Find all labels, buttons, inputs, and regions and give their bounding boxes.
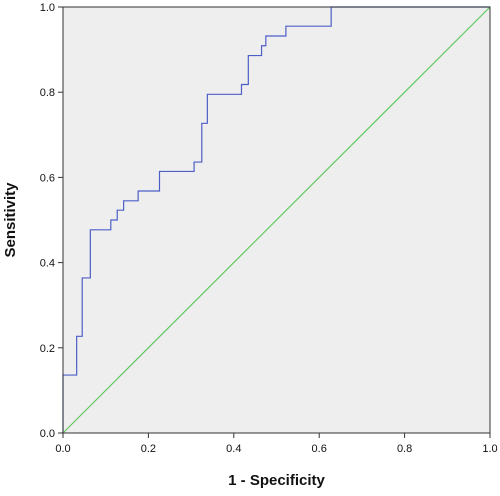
x-tick-label: 1.0 (482, 443, 497, 455)
y-tick-label: 0.2 (40, 343, 55, 355)
series-layer (62, 6, 491, 434)
x-tick-label: 0.0 (55, 443, 70, 455)
ticks-layer: 0.0 0.2 0.4 0.6 0.8 1.0 0.0 0.2 0.4 0.6 0.8 1.0 (40, 2, 498, 455)
x-axis-title: 1 - Specificity (228, 472, 325, 489)
x-tick-label: 0.4 (226, 443, 241, 455)
plot-frame (62, 6, 491, 434)
y-tick-label: 0.0 (40, 428, 55, 440)
y-tick-label: 0.8 (40, 87, 55, 99)
reference-diagonal-line (62, 6, 491, 434)
x-tick-label: 0.6 (312, 443, 327, 455)
y-tick-label: 0.6 (40, 172, 55, 184)
axes-layer (62, 6, 491, 434)
roc-curve-line (62, 6, 490, 433)
y-tick-label: 1.0 (40, 2, 55, 14)
y-tick-label: 0.4 (40, 258, 55, 270)
x-tick-label: 0.8 (397, 443, 412, 455)
x-tick-label: 0.2 (141, 443, 156, 455)
y-axis-title: Sensitivity (2, 182, 19, 258)
